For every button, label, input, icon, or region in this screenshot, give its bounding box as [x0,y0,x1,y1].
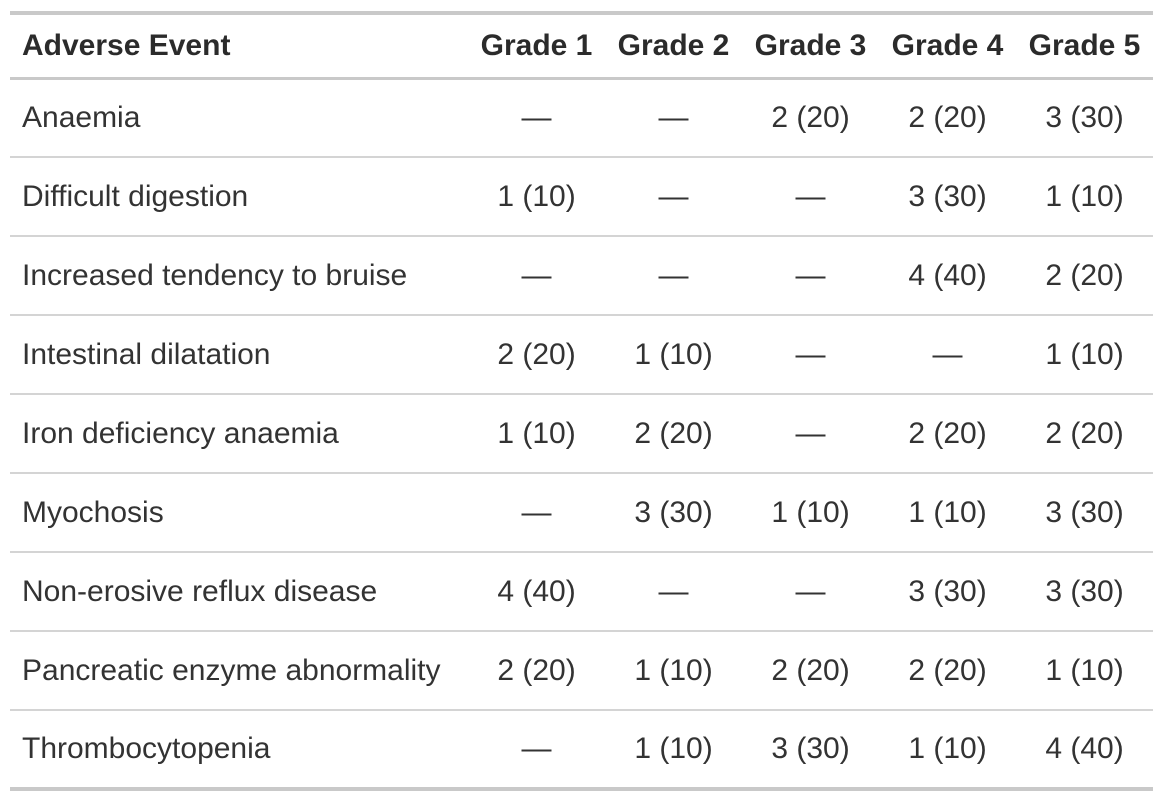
grade-2-value: — [605,78,742,158]
table-row: Non-erosive reflux disease 4 (40) — —3 (30)… [10,552,1153,632]
grade-1-value: 4 (40) [468,552,605,632]
grade-1-value: 1 (10) [468,157,605,237]
grade-4-value: 1 (10) [908,732,987,765]
grade-5-value: 1 (10) [1016,315,1153,395]
grade-3-value: 1 (10) [742,473,879,553]
grade-3-value: 2 (20) [742,631,879,711]
grade-1-value: 2 (20) [468,631,605,711]
adverse-events-table: Adverse Event Grade 1 Grade 2 Grade 3 Grade … [10,11,1153,791]
grade-1-value: — [521,732,552,765]
grade-4-value: 3 (30) [879,157,1016,237]
table-row: Iron deficiency anaemia 1 (10) 2 (20) —2 (2… [10,394,1153,474]
adverse-event-name: Difficult digestion [10,157,468,237]
adverse-event-name: Pancreatic enzyme abnormality [10,631,468,711]
grade-1-value: — [468,236,605,316]
grade-5-value: 3 (30) [1016,473,1153,553]
grade-4-value: — [879,315,1016,395]
adverse-event-name: Anaemia [10,78,468,158]
grade-2-value: — [605,236,742,316]
grade-4-value: 4 (40) [879,236,1016,316]
column-header-grade-5: Grade 5 [1016,13,1153,80]
table-row: Pancreatic enzyme abnormality 2 (20) 1 (10… [10,631,1153,711]
grade-5-value: 3 (30) [1016,78,1153,158]
adverse-event-name: Iron deficiency anaemia [10,394,468,474]
table-header: Adverse Event Grade 1 Grade 2 Grade 3 Grade … [10,13,1153,80]
table-body: Anaemia — —2 (20) 2 (20) 3 (30) Difficult dig… [10,78,1153,789]
grade-4-value: 2 (20) [879,78,1016,158]
adverse-event-name: Intestinal dilatation [10,315,468,395]
column-header-grade-3: Grade 3 [742,13,879,80]
adverse-event-name: Myochosis [10,473,468,553]
grade-3-value: 2 (20) [742,78,879,158]
grade-2-value: — [605,552,742,632]
grade-2-value: 1 (10) [605,315,742,395]
grade-1-value: 1 (10) [468,394,605,474]
grade-3-value: — [742,236,879,316]
column-header-grade-2: Grade 2 [605,13,742,80]
grade-4-value: 3 (30) [879,552,1016,632]
grade-5-value: 3 (30) [1016,552,1153,632]
grade-4-value: 2 (20) [879,631,1016,711]
grade-2-value: 2 (20) [605,394,742,474]
grade-4-value: 1 (10) [879,473,1016,553]
grade-3-value: — [742,394,879,474]
adverse-events-table-container: Adverse Event Grade 1 Grade 2 Grade 3 Grade … [10,11,1153,791]
column-header-grade-1: Grade 1 [468,13,605,80]
adverse-event-name: Thrombocytopenia [22,732,271,765]
grade-2-value: — [605,157,742,237]
grade-5-value: 1 (10) [1016,157,1153,237]
grade-3-value: — [742,315,879,395]
table-row: Myochosis —3 (30) 1 (10) 1 (10) 3 (30) [10,473,1153,553]
table-row: Increased tendency to bruise — — —4 (40) 2 (… [10,236,1153,316]
table-row: Difficult digestion 1 (10) — —3 (30) 1 (10) [10,157,1153,237]
column-header-adverse-event: Adverse Event [10,13,468,80]
grade-1-value: 2 (20) [468,315,605,395]
grade-1-value: — [468,78,605,158]
grade-5-value: 2 (20) [1016,394,1153,474]
adverse-event-name: Non-erosive reflux disease [10,552,468,632]
grade-5-value: 1 (10) [1016,631,1153,711]
table-row: Anaemia — —2 (20) 2 (20) 3 (30) [10,78,1153,158]
adverse-event-name: Increased tendency to bruise [10,236,468,316]
grade-5-value: 4 (40) [1045,732,1124,765]
grade-2-value: 3 (30) [605,473,742,553]
grade-4-value: 2 (20) [879,394,1016,474]
grade-5-value: 2 (20) [1016,236,1153,316]
column-header-grade-4: Grade 4 [879,13,1016,80]
grade-3-value: 3 (30) [771,732,850,765]
grade-2-value: 1 (10) [634,732,713,765]
table-row: Thrombocytopenia — 1 (10) 3 (30) 1 (10) 4 (40… [10,710,1153,789]
grade-1-value: — [468,473,605,553]
grade-3-value: — [742,552,879,632]
header-row: Adverse Event Grade 1 Grade 2 Grade 3 Grade … [10,13,1153,80]
grade-3-value: — [742,157,879,237]
grade-2-value: 1 (10) [605,631,742,711]
table-row: Intestinal dilatation 2 (20) 1 (10) — —1 (10… [10,315,1153,395]
